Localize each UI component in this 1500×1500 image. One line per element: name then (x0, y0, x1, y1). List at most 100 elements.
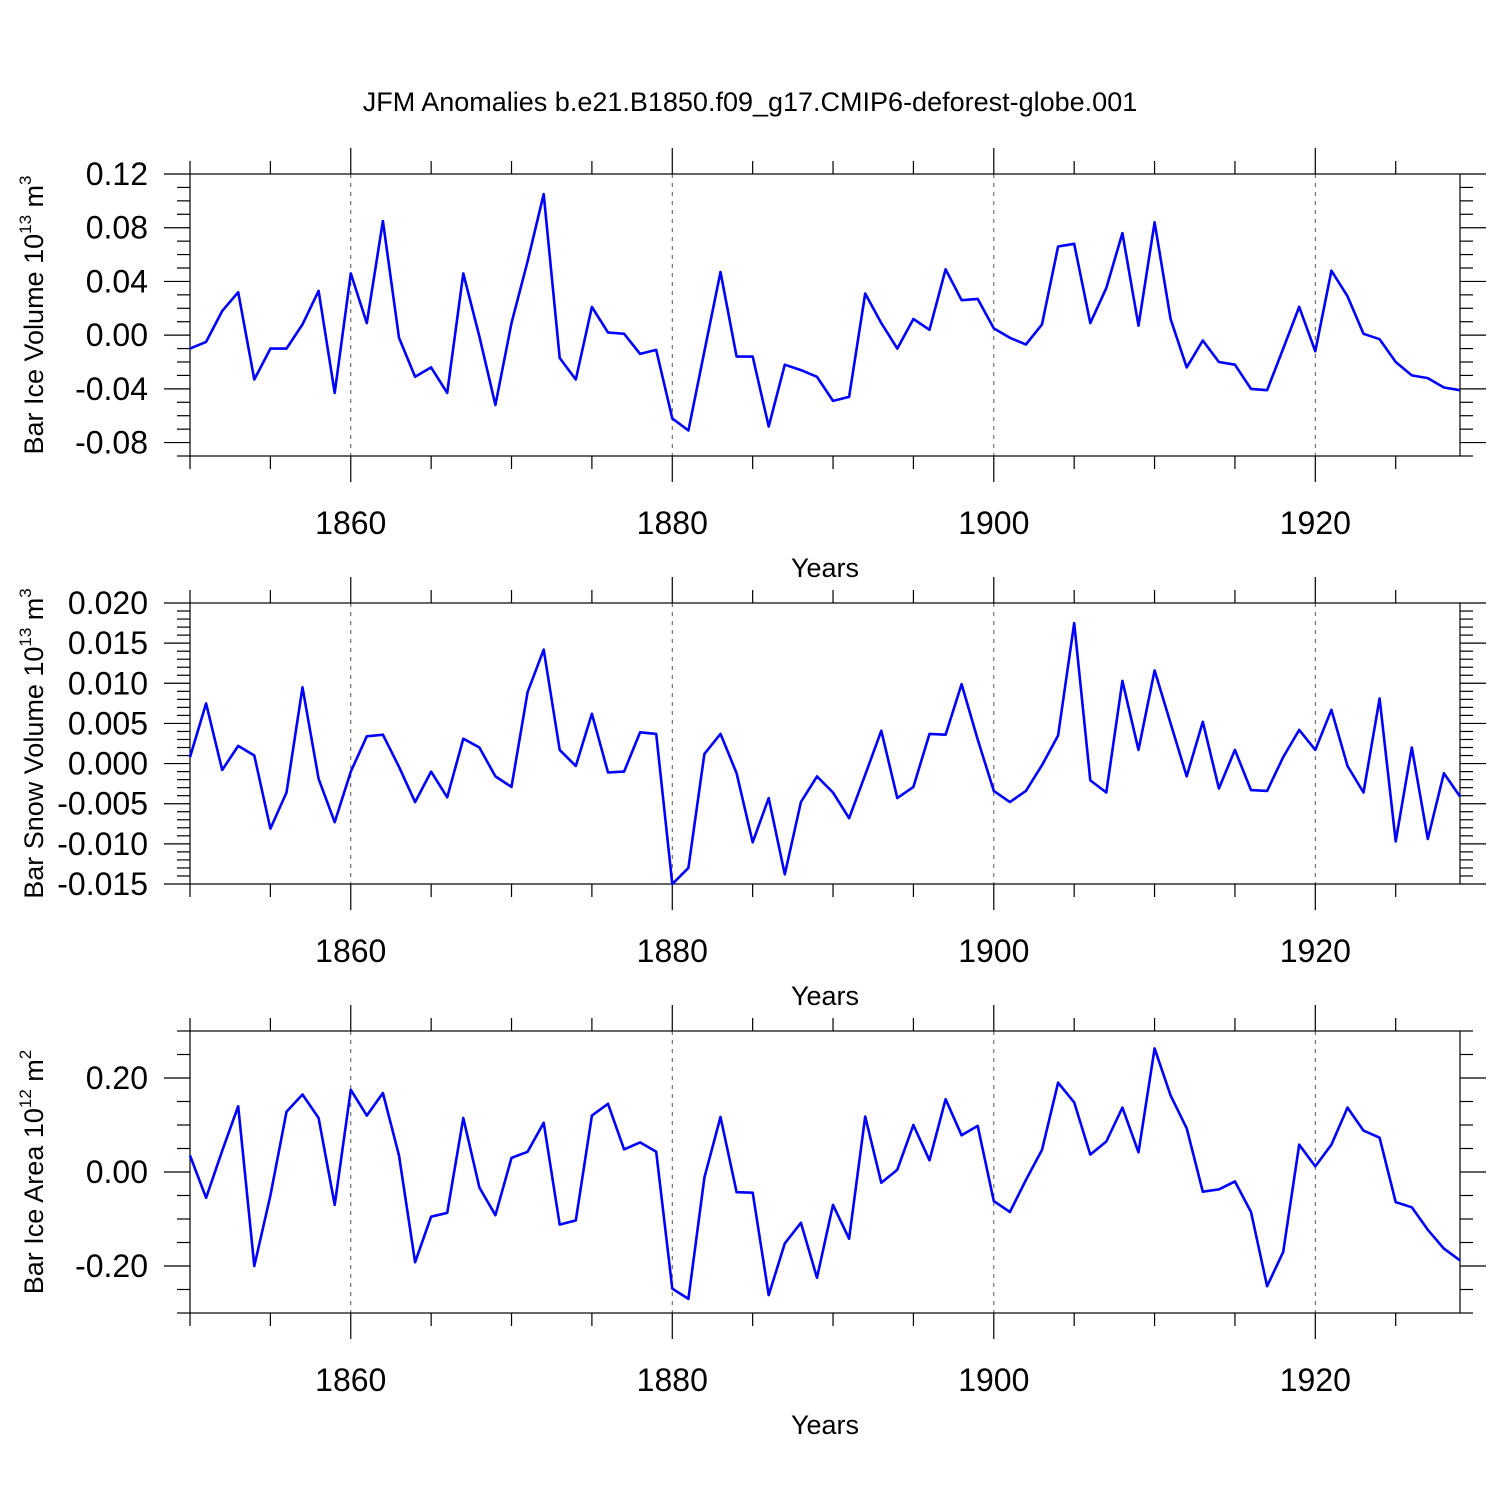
data-point-1857 (301, 1093, 303, 1095)
data-point-1853 (237, 1105, 239, 1107)
data-point-1918 (1282, 756, 1284, 758)
data-point-1865 (430, 366, 432, 368)
data-point-1898 (960, 1134, 962, 1136)
data-point-1887 (784, 1242, 786, 1244)
data-point-1914 (1218, 1188, 1220, 1190)
x-tick-label-1900: 1900 (958, 1362, 1029, 1398)
panel-1: 1860 1880 1900 1920 Years -0.08 -0.04 0.00 0.04 0… (16, 148, 1486, 583)
data-point-1924 (1378, 697, 1380, 699)
data-point-1867 (462, 737, 464, 739)
data-point-1854 (253, 378, 255, 380)
data-point-1889 (816, 775, 818, 777)
data-point-1929 (1459, 795, 1461, 797)
data-point-1900 (993, 1200, 995, 1202)
data-point-1899 (977, 738, 979, 740)
data-point-1910 (1153, 669, 1155, 671)
data-point-1850 (189, 756, 191, 758)
data-point-1888 (800, 369, 802, 371)
data-point-1881 (687, 867, 689, 869)
data-point-1906 (1089, 779, 1091, 781)
data-point-1892 (864, 292, 866, 294)
data-point-1866 (446, 796, 448, 798)
data-point-1890 (832, 1204, 834, 1206)
data-point-1915 (1234, 363, 1236, 365)
data-point-1854 (253, 754, 255, 756)
data-point-1899 (977, 1125, 979, 1127)
x-tick-label-1900: 1900 (958, 933, 1029, 969)
data-point-1867 (462, 1117, 464, 1119)
data-point-1853 (237, 745, 239, 747)
y-tick-label-0.08: 0.08 (86, 210, 148, 246)
data-point-1923 (1362, 1129, 1364, 1131)
x-tick-label-1880: 1880 (637, 505, 708, 541)
data-point-1921 (1330, 1144, 1332, 1146)
data-point-1863 (398, 337, 400, 339)
data-point-1909 (1137, 749, 1139, 751)
data-point-1916 (1250, 388, 1252, 390)
data-point-1861 (366, 322, 368, 324)
data-point-1927 (1427, 1229, 1429, 1231)
data-point-1879 (655, 1151, 657, 1153)
data-point-1860 (350, 272, 352, 274)
data-point-1910 (1153, 1047, 1155, 1049)
x-axis-label: Years (791, 981, 859, 1011)
data-point-1903 (1041, 1149, 1043, 1151)
data-point-1892 (864, 1115, 866, 1117)
data-point-1874 (575, 1219, 577, 1221)
data-point-1914 (1218, 787, 1220, 789)
data-point-1862 (382, 1092, 384, 1094)
data-point-1922 (1346, 295, 1348, 297)
data-point-1867 (462, 272, 464, 274)
y-ticks (164, 173, 1486, 457)
data-point-1894 (896, 347, 898, 349)
data-point-1922 (1346, 1106, 1348, 1108)
data-point-1901 (1009, 337, 1011, 339)
data-point-1856 (285, 791, 287, 793)
data-point-1873 (559, 749, 561, 751)
data-point-1880 (671, 1287, 673, 1289)
data-points (189, 193, 1461, 432)
data-point-1890 (832, 791, 834, 793)
y-tick-label--0.015: -0.015 (57, 866, 148, 902)
data-point-1914 (1218, 361, 1220, 363)
data-point-1926 (1411, 1206, 1413, 1208)
data-point-1894 (896, 797, 898, 799)
data-point-1876 (607, 771, 609, 773)
data-point-1911 (1169, 1094, 1171, 1096)
data-point-1868 (478, 335, 480, 337)
y-tick-label-0.020: 0.020 (68, 585, 148, 621)
data-point-1885 (751, 355, 753, 357)
data-point-1878 (639, 1141, 641, 1143)
data-point-1894 (896, 1168, 898, 1170)
data-point-1891 (848, 817, 850, 819)
x-tick-label-1880: 1880 (637, 933, 708, 969)
series-line (188, 621, 1462, 886)
y-tick-label-0.12: 0.12 (86, 156, 148, 192)
data-point-1861 (366, 1114, 368, 1116)
data-point-1877 (623, 1148, 625, 1150)
data-point-1852 (221, 310, 223, 312)
data-point-1926 (1411, 374, 1413, 376)
data-point-1855 (269, 1194, 271, 1196)
data-point-1888 (800, 1222, 802, 1224)
y-axis-label: Bar Ice Area 1012 m2 (16, 1050, 49, 1295)
y-tick-label--0.08: -0.08 (75, 425, 148, 461)
data-point-1864 (414, 801, 416, 803)
data-point-1925 (1394, 361, 1396, 363)
y-tick-label-0.005: 0.005 (68, 705, 148, 741)
data-point-1874 (575, 378, 577, 380)
data-point-1919 (1298, 306, 1300, 308)
data-point-1929 (1459, 389, 1461, 391)
data-point-1876 (607, 1103, 609, 1105)
data-point-1856 (285, 347, 287, 349)
data-point-1911 (1169, 722, 1171, 724)
y-ticks (164, 1030, 1486, 1314)
data-point-1865 (430, 1215, 432, 1217)
data-point-1923 (1362, 333, 1364, 335)
data-point-1919 (1298, 1144, 1300, 1146)
data-point-1887 (784, 363, 786, 365)
data-point-1905 (1073, 243, 1075, 245)
data-point-1896 (928, 1159, 930, 1161)
data-point-1876 (607, 331, 609, 333)
data-point-1880 (671, 417, 673, 419)
